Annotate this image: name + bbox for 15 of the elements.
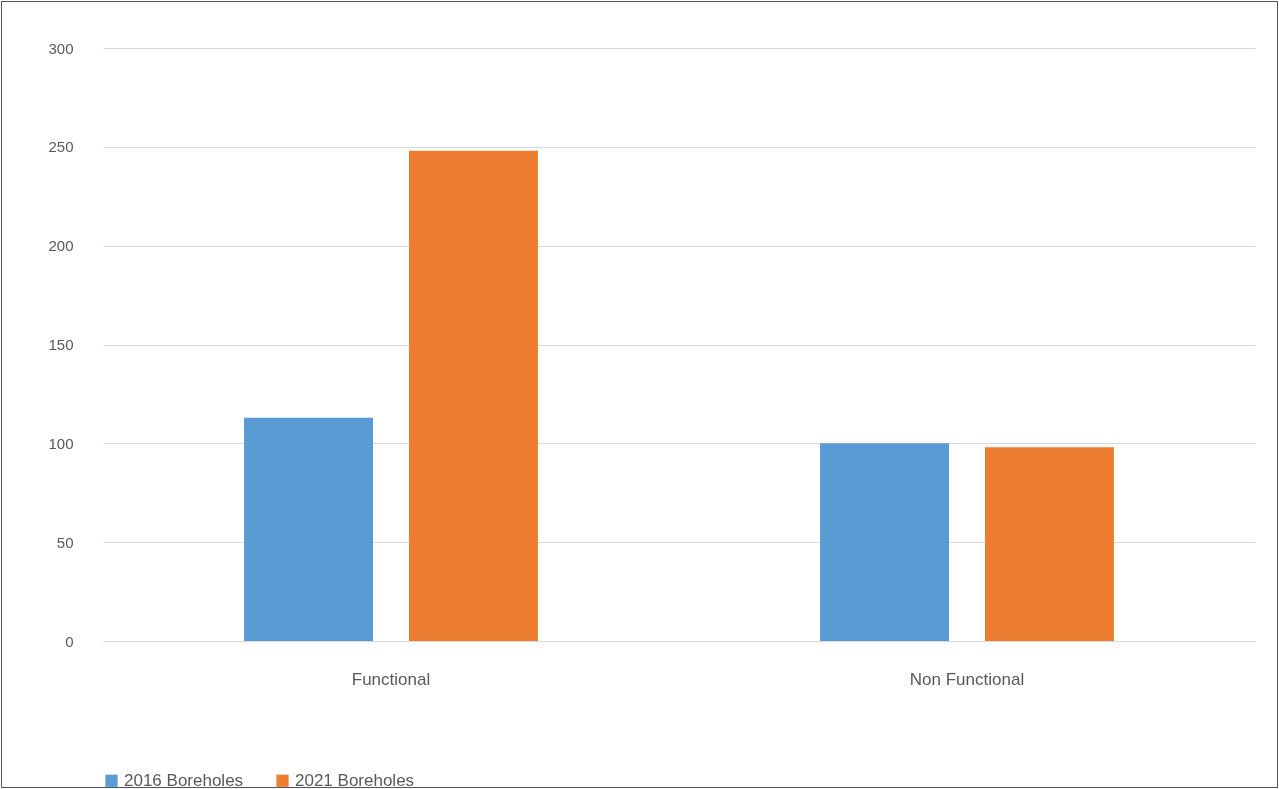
x-tick-label: Non Functional xyxy=(909,669,1025,689)
x-tick-label: Functional xyxy=(351,669,431,689)
y-tick-label: 150 xyxy=(48,336,74,353)
bar xyxy=(984,447,1114,641)
y-tick-label: 300 xyxy=(48,39,74,57)
bar xyxy=(244,417,374,641)
y-tick-label: 250 xyxy=(48,138,74,156)
y-tick-label: 0 xyxy=(65,632,74,650)
y-tick-label: 50 xyxy=(56,533,74,551)
bar xyxy=(820,443,950,641)
y-tick-label: 200 xyxy=(48,237,74,255)
y-tick-label: 100 xyxy=(48,434,74,452)
legend-label: 2021 Boreholes xyxy=(295,770,415,789)
bar xyxy=(408,150,538,641)
legend-label: 2016 Boreholes xyxy=(124,770,244,789)
